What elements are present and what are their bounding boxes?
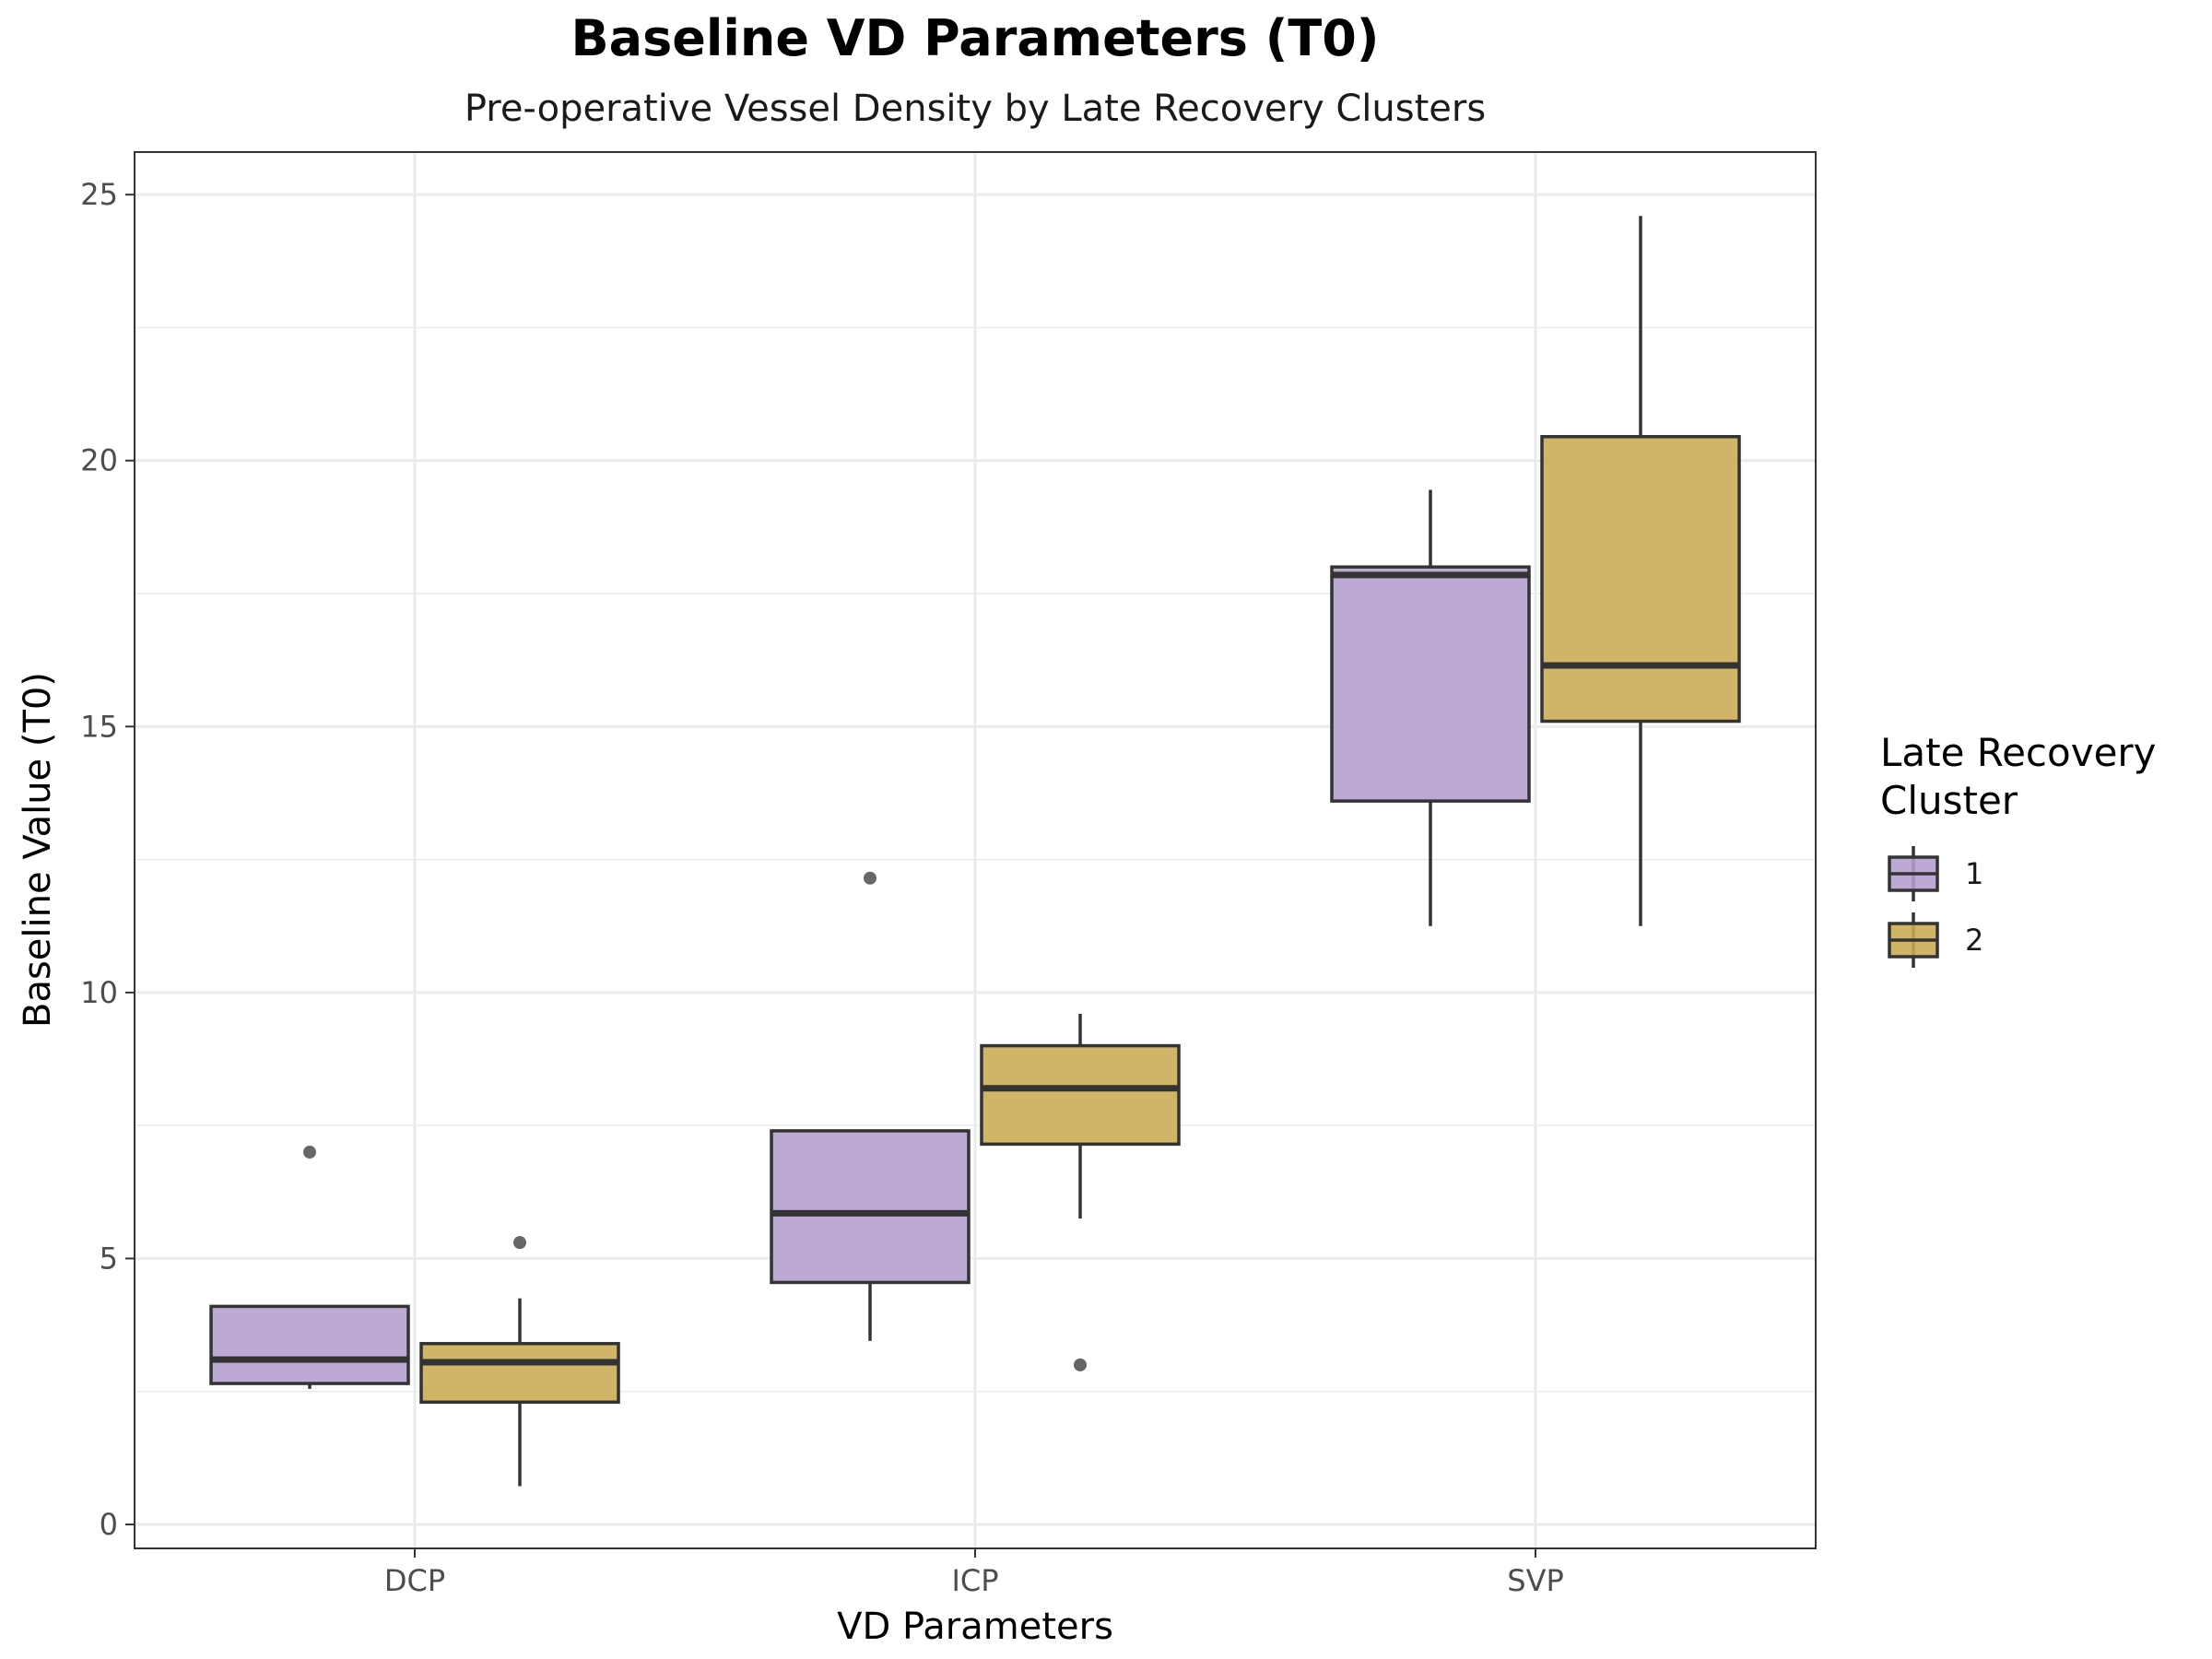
y-tick-label: 25 [80, 177, 118, 212]
legend: Late Recovery Cluster 12 [1880, 730, 2169, 968]
outlier-point [513, 1236, 526, 1250]
y-tick-label: 15 [80, 709, 118, 744]
box-iqr [1330, 565, 1531, 803]
x-tick-label: ICP [951, 1563, 998, 1598]
y-tick-label: 20 [80, 443, 118, 478]
box-iqr [770, 1129, 971, 1285]
legend-title-line-2: Cluster [1880, 778, 2018, 823]
box-iqr [419, 1342, 620, 1405]
box-dcp-cluster-2 [419, 1236, 620, 1487]
x-tick-label: SVP [1507, 1563, 1564, 1598]
chart-title: Baseline VD Parameters (T0) [571, 9, 1380, 67]
outlier-point [864, 871, 877, 885]
legend-label: 2 [1965, 923, 1983, 958]
legend-title-line-1: Late Recovery [1880, 730, 2157, 775]
legend-items: 12 [1888, 846, 1983, 968]
box-iqr [980, 1043, 1181, 1147]
outlier-point [1074, 1358, 1087, 1371]
legend-label: 1 [1965, 856, 1983, 891]
x-axis-title: VD Parameters [837, 1606, 1113, 1648]
box-iqr [209, 1304, 410, 1385]
y-tick-label: 10 [80, 975, 118, 1010]
y-axis-title: Baseline Value (T0) [17, 672, 59, 1028]
outlier-point [303, 1146, 316, 1159]
plot-area [209, 216, 1741, 1487]
legend-item-cluster-1: 1 [1888, 846, 1983, 901]
y-tick-label: 0 [100, 1507, 118, 1542]
box-icp-cluster-2 [980, 1013, 1181, 1371]
chart-subtitle: Pre-operative Vessel Density by Late Rec… [465, 88, 1486, 130]
box-dcp-cluster-1 [209, 1146, 410, 1389]
grid-lines [135, 152, 1816, 1548]
box-iqr [1540, 435, 1741, 724]
y-tick-label: 5 [100, 1241, 118, 1276]
axes: 0 5 10 15 20 25 DCP ICP SVP [80, 177, 1563, 1598]
legend-item-cluster-2: 2 [1888, 912, 1983, 968]
x-tick-label: DCP [384, 1563, 445, 1598]
legend-title: Late Recovery Cluster [1880, 730, 2169, 823]
box-svp-cluster-2 [1540, 216, 1741, 926]
box-svp-cluster-1 [1330, 489, 1531, 926]
box-icp-cluster-1 [770, 871, 971, 1341]
